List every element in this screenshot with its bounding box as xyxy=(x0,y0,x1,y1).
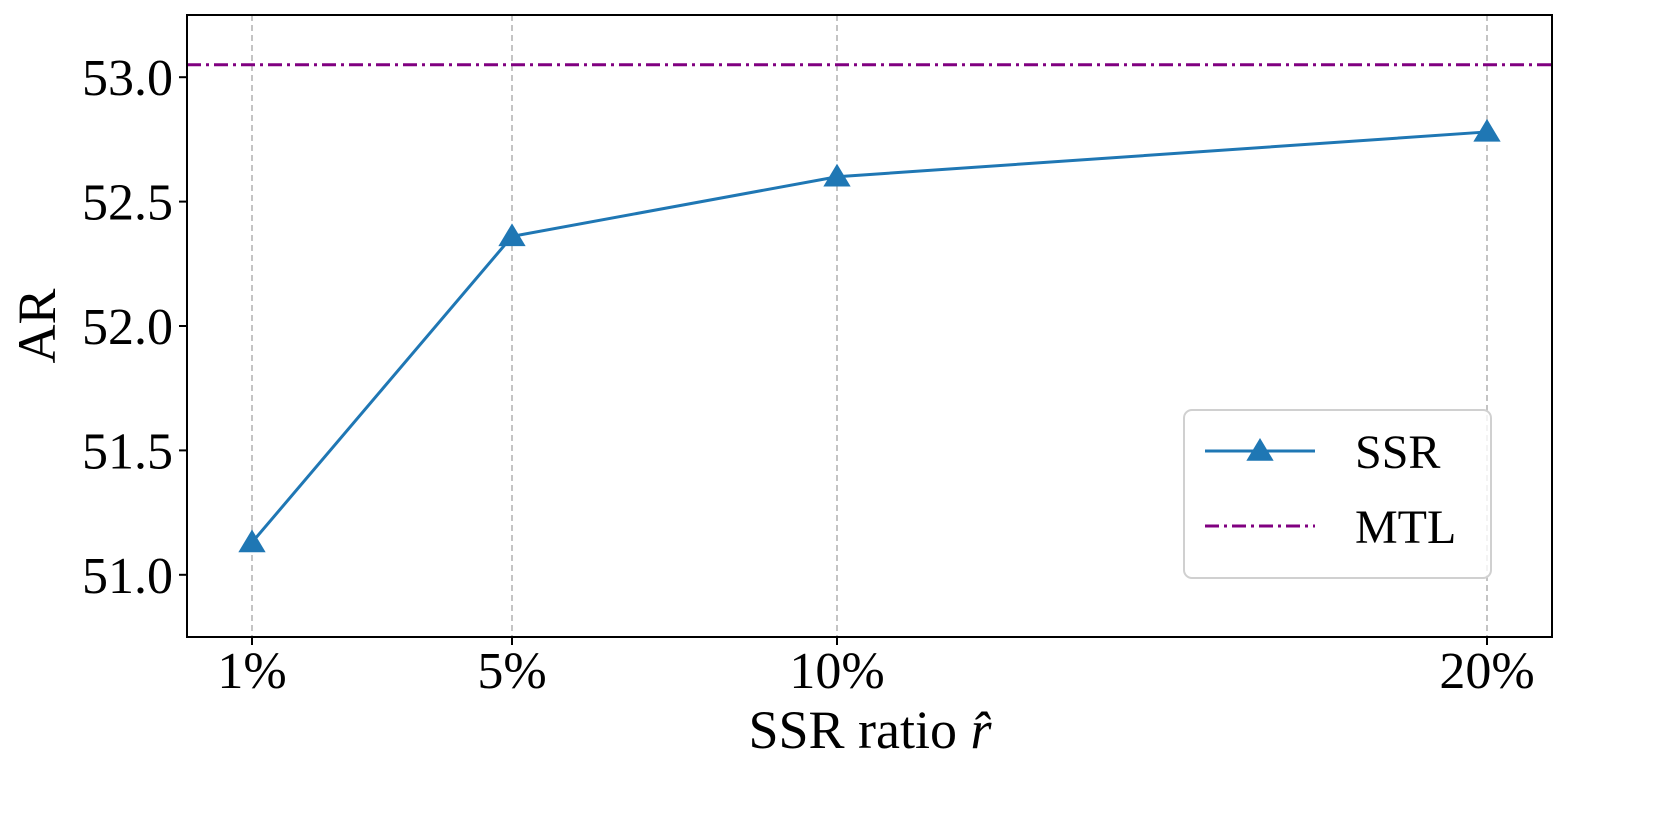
y-tick-label-0: 51.0 xyxy=(82,548,173,605)
x-axis-title: SSR ratio r̂ xyxy=(748,700,992,760)
x-tick-label-1: 5% xyxy=(477,643,546,700)
y-tick-label-2: 52.0 xyxy=(82,299,173,356)
data-point-ssr-0 xyxy=(238,529,266,553)
x-axis-ticks: 1% 5% 10% 20% xyxy=(217,637,1535,700)
x-axis-title-text: SSR ratio xyxy=(748,700,957,760)
y-tick-label-1: 51.5 xyxy=(82,423,173,480)
x-tick-label-2: 10% xyxy=(789,643,884,700)
y-axis-ticks: 51.0 51.5 52.0 52.5 53.0 xyxy=(82,50,187,605)
series-line-ssr xyxy=(250,130,1488,544)
y-tick-label-3: 52.5 xyxy=(82,175,173,232)
data-point-ssr-3 xyxy=(1473,118,1501,142)
legend-mtl-label: MTL xyxy=(1355,501,1456,554)
legend-entry-ssr: SSR xyxy=(1205,426,1440,479)
x-tick-label-0: 1% xyxy=(217,643,286,700)
legend-ssr-label: SSR xyxy=(1355,426,1440,479)
y-tick-label-4: 53.0 xyxy=(82,50,173,107)
grid-lines xyxy=(251,15,1488,637)
data-point-ssr-2 xyxy=(823,163,851,187)
legend: SSR MTL xyxy=(1183,409,1492,579)
x-tick-label-3: 20% xyxy=(1439,643,1534,700)
data-point-ssr-1 xyxy=(498,223,526,247)
x-axis-title-symbol: r̂ xyxy=(971,700,993,760)
y-axis-title: AR xyxy=(7,288,67,363)
legend-entry-mtl: MTL xyxy=(1205,501,1456,554)
legend-ssr-marker xyxy=(1246,438,1274,461)
x-axis-title-space xyxy=(957,700,971,760)
series-layer xyxy=(238,118,1501,553)
